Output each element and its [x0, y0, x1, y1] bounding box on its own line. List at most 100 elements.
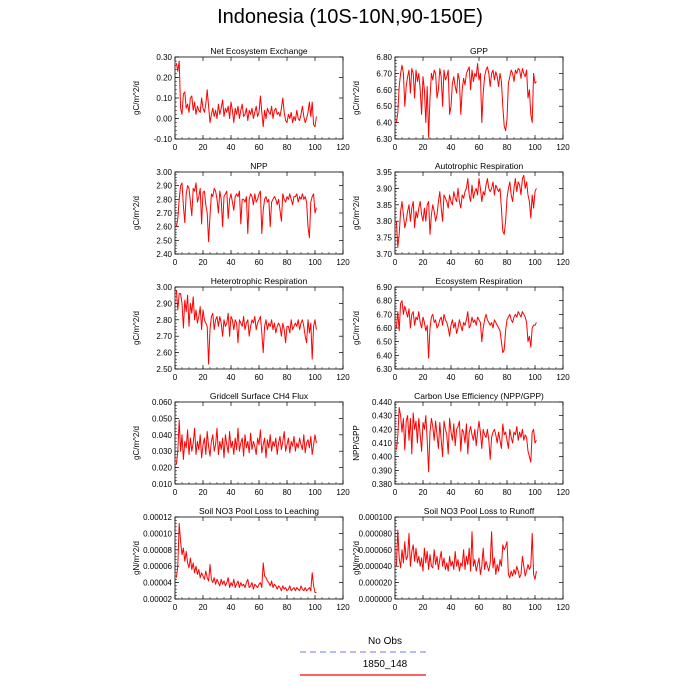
x-tick-label: 60: [475, 373, 484, 382]
y-tick-label: 6.70: [376, 69, 392, 78]
x-tick-label: 100: [308, 143, 322, 152]
figure-title: Indonesia (10S-10N,90-150E): [217, 6, 483, 28]
y-tick-label: 0.000000: [359, 595, 393, 604]
y-tick-label: 2.80: [156, 316, 172, 325]
series-line-1850-148: [395, 63, 537, 138]
chart-panel-9: Soil NO3 Pool Loss to Leaching 0 20 40 60 80 1…: [132, 506, 350, 612]
series-line-1850-148: [175, 60, 317, 128]
plot-frame: [394, 401, 564, 485]
y-tick-label: 6.70: [376, 310, 392, 319]
x-tick-label: 100: [308, 488, 322, 497]
y-axis-label: NPP/GPP: [352, 425, 361, 461]
chart-panel-4: Autotrophic Respiration 0 20 40 60 80 100 120 3.…: [352, 161, 570, 267]
y-axis-label: gN/m^2/d: [132, 541, 141, 575]
x-tick-label: 40: [447, 258, 456, 267]
x-tick-label: 0: [173, 603, 178, 612]
y-tick-label: 6.40: [376, 119, 392, 128]
series-line-1850-148: [175, 182, 317, 243]
x-tick-label: 60: [255, 258, 264, 267]
x-tick-label: 40: [447, 488, 456, 497]
x-tick-label: 120: [336, 373, 350, 382]
x-tick-label: 120: [336, 603, 350, 612]
x-tick-label: 120: [556, 603, 570, 612]
chart-panel-1: Net Ecosystem Exchange 0 20 40 60 80 100 120 -0.…: [132, 46, 350, 152]
chart-panel-5: Heterotrophic Respiration 0 20 40 60 80 100 120…: [132, 276, 350, 382]
y-tick-label: 0.420: [372, 425, 393, 434]
y-tick-label: 0.00008: [143, 546, 172, 555]
y-tick-label: 6.40: [376, 351, 392, 360]
y-tick-label: 3.95: [376, 168, 392, 177]
x-tick-label: 20: [199, 258, 208, 267]
x-tick-label: 20: [199, 143, 208, 152]
panel-title: Gridcell Surface CH4 Flux: [210, 391, 309, 401]
panel-title: Net Ecosystem Exchange: [210, 46, 308, 56]
y-tick-label: 0.040: [152, 431, 173, 440]
chart-panel-10: Soil NO3 Pool Loss to Runoff 0 20 40 60 80 100…: [352, 506, 570, 612]
x-tick-label: 120: [556, 143, 570, 152]
x-tick-label: 40: [447, 143, 456, 152]
x-tick-label: 60: [475, 488, 484, 497]
x-tick-label: 20: [419, 488, 428, 497]
y-tick-label: 0.000100: [359, 513, 393, 522]
x-tick-label: 20: [419, 603, 428, 612]
panel-title: Carbon Use Efficiency (NPP/GPP): [414, 391, 544, 401]
x-tick-label: 60: [255, 603, 264, 612]
y-tick-label: 0.30: [156, 53, 172, 62]
y-tick-label: 0.00004: [143, 579, 172, 588]
x-tick-label: 60: [255, 373, 264, 382]
series-line-1850-148: [395, 406, 537, 473]
y-tick-label: 2.90: [156, 299, 172, 308]
y-tick-label: 2.70: [156, 209, 172, 218]
y-tick-label: 3.70: [376, 250, 392, 259]
x-tick-label: 0: [393, 143, 398, 152]
x-tick-label: 120: [556, 258, 570, 267]
y-axis-label: gC/m^2/d: [132, 196, 141, 230]
x-tick-label: 20: [199, 488, 208, 497]
y-tick-label: 0.000040: [359, 562, 393, 571]
x-tick-label: 120: [336, 258, 350, 267]
y-tick-label: 2.80: [156, 195, 172, 204]
y-tick-label: 6.30: [376, 135, 392, 144]
chart-panel-6: Ecosystem Respiration 0 20 40 60 80 100 120 6.30…: [352, 276, 570, 382]
y-tick-label: 2.90: [156, 182, 172, 191]
y-tick-label: 6.90: [376, 283, 392, 292]
series-line-1850-148: [175, 419, 317, 465]
x-tick-label: 60: [475, 143, 484, 152]
series-line-1850-148: [175, 290, 317, 365]
y-tick-label: 0.030: [152, 447, 173, 456]
y-tick-label: 0.20: [156, 74, 172, 83]
y-tick-label: 0.380: [372, 480, 393, 489]
y-tick-label: 6.80: [376, 297, 392, 306]
y-tick-label: 6.60: [376, 86, 392, 95]
x-tick-label: 0: [393, 258, 398, 267]
panel-title: GPP: [470, 46, 488, 56]
x-tick-label: 40: [447, 373, 456, 382]
chart-panel-8: Carbon Use Efficiency (NPP/GPP) 0 20 40 60 80…: [352, 391, 570, 497]
y-tick-label: 0.00012: [143, 513, 172, 522]
x-tick-label: 40: [227, 488, 236, 497]
y-tick-label: 0.00: [156, 115, 172, 124]
y-tick-label: 6.50: [376, 338, 392, 347]
plot-frame: [394, 286, 564, 370]
y-tick-label: 0.430: [372, 412, 393, 421]
x-tick-label: 0: [173, 373, 178, 382]
x-tick-label: 40: [227, 603, 236, 612]
x-tick-label: 20: [199, 373, 208, 382]
legend: No Obs 1850_148: [0, 630, 700, 690]
y-tick-label: 0.00002: [143, 595, 172, 604]
y-tick-label: 2.50: [156, 236, 172, 245]
x-tick-label: 80: [283, 143, 292, 152]
plot-frame: [174, 56, 344, 140]
x-tick-label: 40: [227, 373, 236, 382]
y-tick-label: 2.60: [156, 223, 172, 232]
y-tick-label: 0.390: [372, 466, 393, 475]
series-line-1850-148: [175, 523, 317, 593]
panels-figure: Net Ecosystem Exchange 0 20 40 60 80 100 120 -0.…: [132, 46, 570, 612]
chart-panel-2: GPP 0 20 40 60 80 100 120 6.30 6.40 6.50 6.60 6.70 6.…: [352, 46, 570, 152]
chart-panel-3: NPP 0 20 40 60 80 100 120 2.40 2.50 2.60 2.70 2.80 2.…: [132, 161, 350, 267]
y-tick-label: 3.90: [376, 184, 392, 193]
x-tick-label: 40: [227, 143, 236, 152]
y-tick-label: -0.10: [154, 135, 173, 144]
y-tick-label: 3.75: [376, 234, 392, 243]
x-tick-label: 0: [173, 258, 178, 267]
